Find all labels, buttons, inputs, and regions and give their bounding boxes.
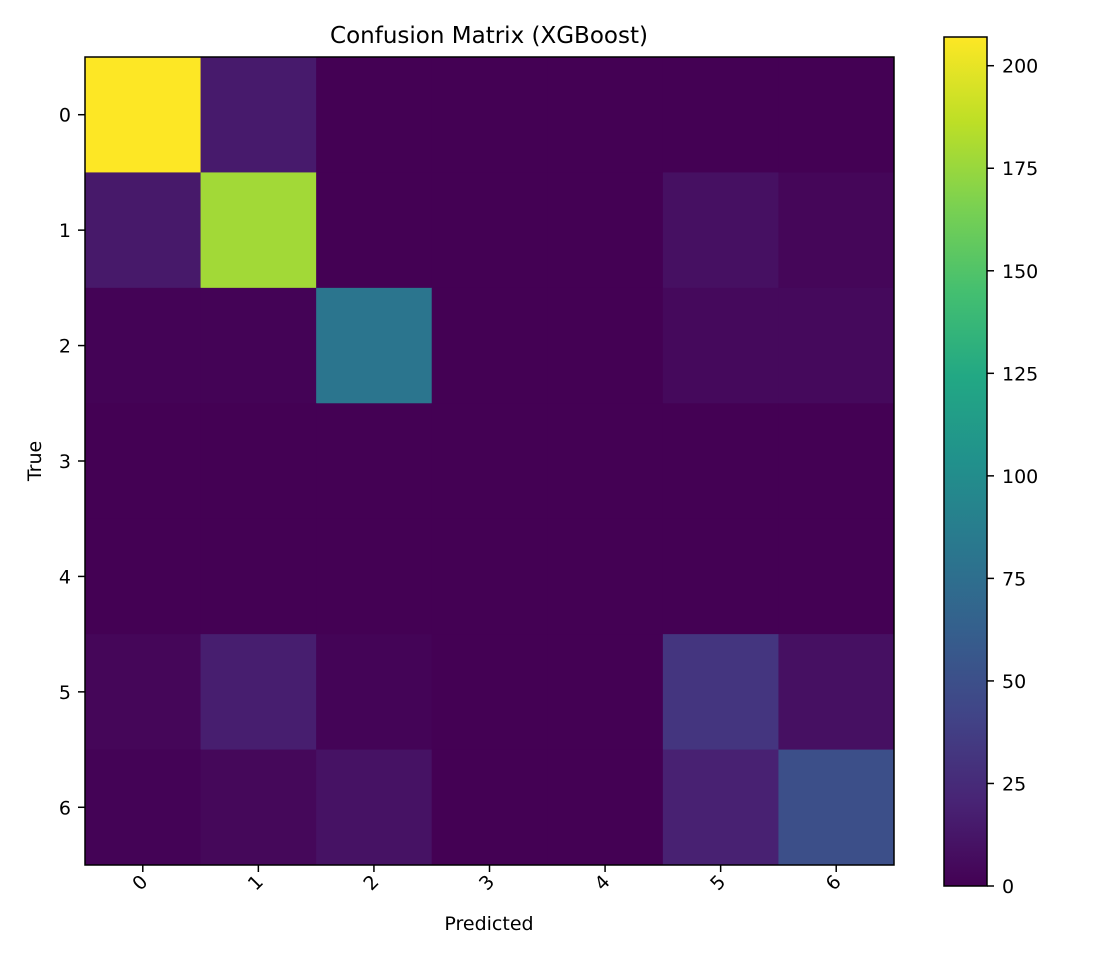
colorbar-tick-label: 150: [1002, 261, 1038, 283]
heatmap-cell: [662, 57, 779, 173]
heatmap-cell: [200, 287, 317, 404]
heatmap-cell: [431, 172, 548, 289]
heatmap-cell: [662, 634, 779, 751]
heatmap-cell: [547, 403, 664, 520]
y-tick-label: 5: [59, 682, 71, 704]
colorbar-ticks: 0 25 50 75 100 125 150 175 200: [987, 56, 1038, 898]
y-tick-label: 2: [59, 336, 71, 358]
heatmap-cells: [85, 57, 895, 866]
heatmap-cell: [778, 287, 895, 404]
heatmap-cell: [85, 518, 202, 635]
heatmap-cell: [431, 57, 548, 173]
heatmap-cell: [547, 749, 664, 866]
heatmap-cell: [200, 403, 317, 520]
heatmap-cell: [662, 518, 779, 635]
heatmap-cell: [316, 57, 433, 173]
chart-title: Confusion Matrix (XGBoost): [330, 23, 648, 49]
heatmap-cell: [547, 518, 664, 635]
x-tick-label: 1: [244, 871, 268, 895]
x-tick-label: 0: [128, 871, 152, 895]
heatmap-cell: [778, 57, 895, 173]
heatmap-cell: [200, 57, 317, 173]
heatmap-cell: [431, 403, 548, 520]
x-tick-label: 6: [822, 871, 846, 895]
colorbar-tick-label: 100: [1002, 466, 1038, 488]
x-tick-label: 2: [359, 871, 383, 895]
heatmap-cell: [547, 287, 664, 404]
y-tick-label: 1: [59, 220, 71, 242]
heatmap-cell: [547, 172, 664, 289]
heatmap-cell: [778, 634, 895, 751]
heatmap-cell: [316, 518, 433, 635]
heatmap-cell: [778, 749, 895, 866]
heatmap-cell: [431, 749, 548, 866]
x-axis-label: Predicted: [444, 913, 533, 935]
colorbar-tick-label: 0: [1002, 876, 1014, 898]
heatmap-cell: [85, 403, 202, 520]
x-axis-ticks: 0 1 2 3 4 5 6: [128, 865, 846, 895]
heatmap-cell: [431, 518, 548, 635]
x-tick-label: 4: [590, 871, 614, 895]
colorbar-tick-label: 75: [1002, 568, 1026, 590]
colorbar-tick-label: 50: [1002, 671, 1026, 693]
heatmap-cell: [431, 634, 548, 751]
y-tick-label: 4: [59, 566, 71, 588]
heatmap-cell: [547, 634, 664, 751]
heatmap-cell: [85, 287, 202, 404]
colorbar: [943, 36, 988, 887]
heatmap-cell: [662, 749, 779, 866]
colorbar-tick-label: 175: [1002, 158, 1038, 180]
heatmap-cell: [547, 57, 664, 173]
heatmap-cell: [316, 287, 433, 404]
colorbar-tick-label: 200: [1002, 56, 1038, 78]
x-tick-label: 5: [706, 871, 730, 895]
heatmap-cell: [778, 403, 895, 520]
x-tick-label: 3: [475, 871, 499, 895]
heatmap-cell: [85, 634, 202, 751]
heatmap-cell: [316, 403, 433, 520]
heatmap-cell: [316, 749, 433, 866]
y-axis-ticks: 0 1 2 3 4 5 6: [59, 105, 85, 819]
heatmap-cell: [662, 287, 779, 404]
heatmap-cell: [85, 172, 202, 289]
heatmap-cell: [200, 749, 317, 866]
heatmap-cell: [662, 403, 779, 520]
heatmap-cell: [200, 634, 317, 751]
heatmap-cell: [662, 172, 779, 289]
colorbar-tick-label: 25: [1002, 773, 1026, 795]
heatmap-cell: [778, 518, 895, 635]
heatmap-cell: [85, 57, 202, 173]
y-tick-label: 0: [59, 105, 71, 127]
heatmap-cell: [316, 172, 433, 289]
y-axis-label: True: [24, 441, 46, 482]
y-tick-label: 3: [59, 451, 71, 473]
heatmap-cell: [200, 172, 317, 289]
colorbar-tick-label: 125: [1002, 363, 1038, 385]
heatmap-cell: [431, 287, 548, 404]
y-tick-label: 6: [59, 797, 71, 819]
heatmap-cell: [778, 172, 895, 289]
heatmap-cell: [200, 518, 317, 635]
heatmap-cell: [85, 749, 202, 866]
heatmap-cell: [316, 634, 433, 751]
